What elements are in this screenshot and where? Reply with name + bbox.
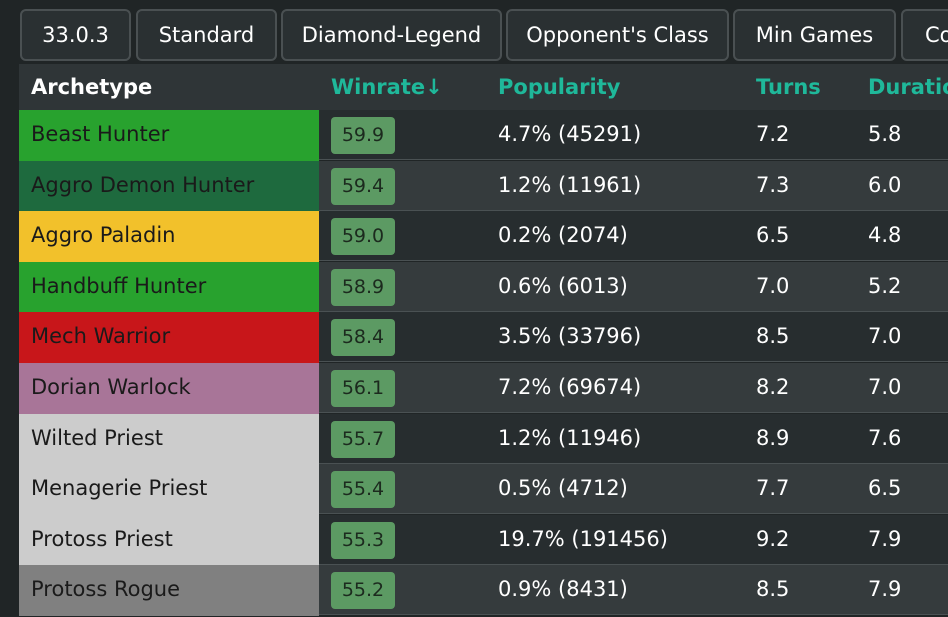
popularity-value: 4.7% (45291) bbox=[498, 122, 642, 146]
popularity-value: 1.2% (11961) bbox=[498, 172, 642, 197]
duration-value: 5.8 bbox=[868, 122, 902, 146]
archetype-name[interactable]: Handbuff Hunter bbox=[19, 261, 319, 313]
table-row[interactable]: Wilted Priest 55.7 1.2% (11946) 8.9 7.6 bbox=[19, 413, 948, 465]
row-divider bbox=[319, 614, 948, 616]
turns-value: 9.2 bbox=[756, 526, 790, 551]
duration-value: 7.9 bbox=[868, 577, 902, 602]
table-row[interactable]: Menagerie Priest 55.4 0.5% (4712) 7.7 6.5 bbox=[19, 464, 948, 516]
row-divider bbox=[319, 310, 948, 312]
popularity-value: 1.2% (11946) bbox=[498, 425, 642, 450]
popularity-value: 0.6% (6013) bbox=[498, 273, 628, 298]
header-popularity[interactable]: Popularity bbox=[498, 75, 621, 99]
row-divider bbox=[319, 209, 948, 211]
turns-value: 7.7 bbox=[756, 476, 790, 501]
row-divider bbox=[319, 260, 948, 262]
row-divider bbox=[319, 361, 948, 363]
turns-value: 7.3 bbox=[756, 172, 790, 197]
duration-value: 7.9 bbox=[868, 526, 902, 551]
turns-value: 8.5 bbox=[756, 577, 790, 602]
winrate-badge: 59.9 bbox=[331, 117, 395, 154]
table-header: Archetype Winrate↓ Popularity Turns Dura… bbox=[19, 64, 948, 112]
min-games-filter-button[interactable]: Min Games bbox=[733, 9, 896, 61]
more-filter-button[interactable]: Co bbox=[901, 9, 948, 61]
table-row[interactable]: Beast Hunter 59.9 4.7% (45291) 7.2 5.8 bbox=[19, 110, 948, 161]
duration-value: 7.0 bbox=[868, 375, 902, 399]
archetype-name[interactable]: Mech Warrior bbox=[19, 312, 319, 364]
archetype-name[interactable]: Aggro Demon Hunter bbox=[19, 160, 319, 212]
row-divider bbox=[319, 462, 948, 464]
winrate-badge: 55.7 bbox=[331, 420, 395, 458]
winrate-badge: 55.3 bbox=[331, 521, 395, 559]
row-divider bbox=[319, 159, 948, 160]
turns-value: 8.9 bbox=[756, 425, 790, 450]
filter-bar: 33.0.3 Standard Diamond-Legend Opponent'… bbox=[0, 0, 948, 72]
popularity-value: 7.2% (69674) bbox=[498, 375, 642, 399]
duration-value: 6.0 bbox=[868, 172, 902, 197]
format-filter-button[interactable]: Standard bbox=[136, 9, 277, 61]
archetype-name[interactable]: Beast Hunter bbox=[19, 110, 319, 161]
row-divider bbox=[319, 513, 948, 515]
winrate-badge: 56.1 bbox=[331, 370, 395, 407]
popularity-value: 0.9% (8431) bbox=[498, 577, 628, 602]
turns-value: 7.2 bbox=[756, 122, 790, 146]
turns-value: 6.5 bbox=[756, 223, 790, 248]
archetype-name[interactable]: Aggro Paladin bbox=[19, 211, 319, 263]
duration-value: 6.5 bbox=[868, 476, 902, 501]
header-winrate[interactable]: Winrate↓ bbox=[331, 75, 443, 99]
popularity-value: 3.5% (33796) bbox=[498, 324, 642, 349]
turns-value: 8.5 bbox=[756, 324, 790, 349]
archetype-table: Archetype Winrate↓ Popularity Turns Dura… bbox=[19, 64, 948, 617]
table-row[interactable]: Aggro Demon Hunter 59.4 1.2% (11961) 7.3 6.0 bbox=[19, 160, 948, 212]
archetype-name[interactable]: Protoss Rogue bbox=[19, 565, 319, 617]
winrate-badge: 59.0 bbox=[331, 218, 395, 256]
winrate-badge: 59.4 bbox=[331, 167, 395, 205]
table-row[interactable]: Handbuff Hunter 58.9 0.6% (6013) 7.0 5.2 bbox=[19, 261, 948, 313]
turns-value: 7.0 bbox=[756, 273, 790, 298]
patch-filter-button[interactable]: 33.0.3 bbox=[20, 9, 131, 61]
popularity-value: 0.5% (4712) bbox=[498, 476, 628, 501]
popularity-value: 19.7% (191456) bbox=[498, 526, 668, 551]
duration-value: 7.6 bbox=[868, 425, 902, 450]
winrate-badge: 55.4 bbox=[331, 471, 395, 509]
table-row[interactable]: Aggro Paladin 59.0 0.2% (2074) 6.5 4.8 bbox=[19, 211, 948, 263]
winrate-badge: 55.2 bbox=[331, 572, 395, 610]
header-turns[interactable]: Turns bbox=[756, 75, 821, 99]
winrate-badge: 58.9 bbox=[331, 268, 395, 306]
duration-value: 7.0 bbox=[868, 324, 902, 349]
header-duration[interactable]: Duratio bbox=[868, 75, 948, 99]
archetype-name[interactable]: Protoss Priest bbox=[19, 514, 319, 566]
duration-value: 4.8 bbox=[868, 223, 902, 248]
turns-value: 8.2 bbox=[756, 375, 790, 399]
archetype-name[interactable]: Menagerie Priest bbox=[19, 464, 319, 516]
row-divider bbox=[319, 412, 948, 413]
opponent-class-filter-button[interactable]: Opponent's Class bbox=[506, 9, 729, 61]
header-archetype[interactable]: Archetype bbox=[31, 75, 153, 99]
table-row[interactable]: Protoss Priest 55.3 19.7% (191456) 9.2 7.9 bbox=[19, 514, 948, 566]
table-row[interactable]: Protoss Rogue 55.2 0.9% (8431) 8.5 7.9 bbox=[19, 565, 948, 617]
archetype-name[interactable]: Wilted Priest bbox=[19, 413, 319, 465]
rank-filter-button[interactable]: Diamond-Legend bbox=[281, 9, 502, 61]
table-row[interactable]: Mech Warrior 58.4 3.5% (33796) 8.5 7.0 bbox=[19, 312, 948, 364]
row-divider bbox=[319, 563, 948, 565]
winrate-badge: 58.4 bbox=[331, 319, 395, 357]
popularity-value: 0.2% (2074) bbox=[498, 223, 628, 248]
table-row[interactable]: Dorian Warlock 56.1 7.2% (69674) 8.2 7.0 bbox=[19, 363, 948, 414]
archetype-name[interactable]: Dorian Warlock bbox=[19, 363, 319, 414]
duration-value: 5.2 bbox=[868, 273, 902, 298]
